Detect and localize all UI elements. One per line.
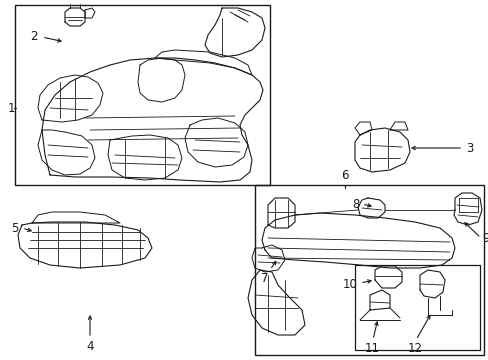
Text: 4: 4: [86, 340, 94, 353]
Text: 2: 2: [30, 31, 38, 44]
Text: 12: 12: [407, 342, 422, 355]
Text: 11: 11: [364, 342, 379, 355]
Text: 8: 8: [352, 198, 359, 211]
Bar: [354, 265, 479, 350]
Text: 6: 6: [341, 169, 348, 182]
Bar: [254, 185, 483, 355]
Text: 7: 7: [260, 272, 267, 285]
Text: 9: 9: [481, 231, 488, 244]
Text: 10: 10: [343, 279, 357, 292]
Text: 1: 1: [8, 102, 16, 114]
Text: 3: 3: [465, 141, 472, 154]
Bar: [15, 5, 269, 185]
Text: 5: 5: [11, 221, 18, 234]
